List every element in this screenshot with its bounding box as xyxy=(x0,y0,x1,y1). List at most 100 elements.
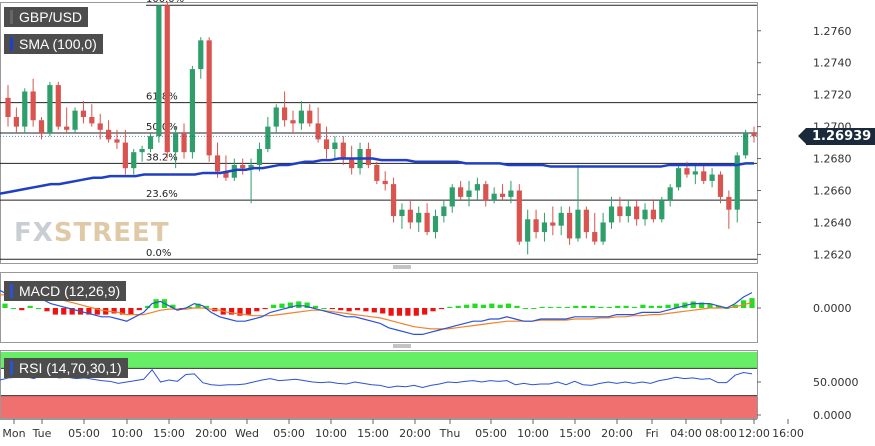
price-tick-label: 1.2720 xyxy=(813,89,852,102)
macd-histogram-bar xyxy=(455,305,461,308)
rsi-oversold-zone xyxy=(1,395,757,418)
candle-body xyxy=(80,110,87,118)
macd-histogram-bar xyxy=(27,305,33,308)
candle-body xyxy=(634,206,640,220)
time-tick-label: 20:00 xyxy=(399,427,431,440)
candle-body xyxy=(131,152,137,169)
candle-body xyxy=(642,209,648,220)
fibonacci-level-label: 100.0% xyxy=(146,0,184,5)
price-tick-label: 1.2760 xyxy=(813,25,852,38)
candle-body xyxy=(407,209,413,223)
macd-histogram-bar xyxy=(287,302,293,308)
candle-body xyxy=(5,97,11,118)
time-tick-label: Wed xyxy=(235,427,259,440)
candle-body xyxy=(298,110,304,124)
macd-histogram-bar xyxy=(657,305,663,308)
candle-body xyxy=(617,206,623,217)
macd-tick-label: 0.0000 xyxy=(813,302,852,315)
candle-body xyxy=(734,155,740,210)
candle-body xyxy=(315,123,321,140)
candle-body xyxy=(441,206,447,217)
candle-body xyxy=(558,212,564,226)
candle-body xyxy=(47,85,53,133)
candle-body xyxy=(432,216,439,233)
candle-body xyxy=(214,155,221,172)
price-tick-label: 1.2620 xyxy=(813,248,852,261)
candle-body xyxy=(97,123,103,130)
macd-signal-line xyxy=(0,294,753,330)
macd-histogram-bar xyxy=(606,306,612,308)
candle-body xyxy=(458,187,464,197)
candle-body xyxy=(743,133,749,156)
macd-histogram-bar xyxy=(615,305,621,308)
candle-body xyxy=(64,126,70,130)
candle-body xyxy=(147,136,154,149)
candle-body xyxy=(332,142,338,149)
time-tick-label: Thu xyxy=(439,427,461,440)
candle-body xyxy=(625,206,631,217)
macd-swatch xyxy=(10,284,13,298)
candle-body xyxy=(684,168,690,175)
candle-body xyxy=(189,69,196,153)
macd-histogram-bar xyxy=(86,308,92,315)
macd-histogram-bar xyxy=(505,303,512,308)
macd-histogram-bar xyxy=(556,306,562,308)
candle-body xyxy=(256,148,263,165)
candle-body xyxy=(541,222,548,233)
symbol-swatch xyxy=(10,10,13,24)
candle-body xyxy=(13,117,19,127)
candle-body xyxy=(499,193,506,197)
macd-histogram-bar xyxy=(35,308,42,309)
candle-body xyxy=(240,164,246,169)
candle-body xyxy=(692,171,698,175)
macd-histogram-bar xyxy=(422,308,428,315)
macd-histogram-bar xyxy=(321,308,327,309)
macd-histogram-bar xyxy=(10,308,16,309)
time-tick-label: 15:00 xyxy=(153,427,185,440)
macd-histogram-bar xyxy=(145,305,151,308)
macd-histogram-bar xyxy=(296,301,302,308)
candle-body xyxy=(340,142,346,159)
candle-body xyxy=(717,174,724,197)
macd-histogram-bar xyxy=(329,308,335,310)
macd-histogram-bar xyxy=(262,308,268,310)
candle-body xyxy=(114,139,120,143)
candle-body xyxy=(592,232,598,242)
macd-histogram-bar xyxy=(631,306,638,308)
macd-line xyxy=(0,289,753,335)
macd-histogram-bar xyxy=(497,304,503,308)
candle-body xyxy=(483,184,489,201)
time-tick-label: 05:00 xyxy=(475,427,507,440)
macd-histogram-bar xyxy=(690,301,696,308)
candle-body xyxy=(265,126,271,149)
candle-body xyxy=(474,184,480,191)
price-tick-label: 1.2640 xyxy=(813,216,852,229)
candle-body xyxy=(349,158,355,169)
time-tick-label: Mon xyxy=(2,427,25,440)
macd-histogram-bar xyxy=(170,304,176,308)
candle-body xyxy=(751,133,757,137)
macd-histogram-bar xyxy=(254,308,260,312)
macd-histogram-bar xyxy=(531,308,537,309)
symbol-label: GBP/USD xyxy=(4,7,89,27)
macd-histogram-bar xyxy=(573,305,579,308)
candle-body xyxy=(600,222,606,242)
macd-histogram-bar xyxy=(245,308,252,315)
macd-histogram-bar xyxy=(405,308,411,316)
macd-histogram-bar xyxy=(413,308,419,316)
time-tick-label: 20:00 xyxy=(195,427,227,440)
macd-histogram-bar xyxy=(380,308,386,314)
candle-body xyxy=(516,190,522,242)
macd-histogram-bar xyxy=(128,308,134,315)
candle-body xyxy=(290,120,296,124)
time-tick-label: 15:00 xyxy=(559,427,591,440)
macd-histogram-bar xyxy=(581,305,587,308)
macd-histogram-bar xyxy=(371,308,377,313)
macd-histogram-bar xyxy=(396,308,403,316)
macd-histogram-bar xyxy=(447,306,453,308)
macd-histogram-bar xyxy=(52,308,58,315)
macd-histogram-bar xyxy=(514,305,520,308)
macd-histogram-bar xyxy=(363,308,369,312)
rsi-line xyxy=(0,368,753,388)
candle-body xyxy=(525,219,531,242)
